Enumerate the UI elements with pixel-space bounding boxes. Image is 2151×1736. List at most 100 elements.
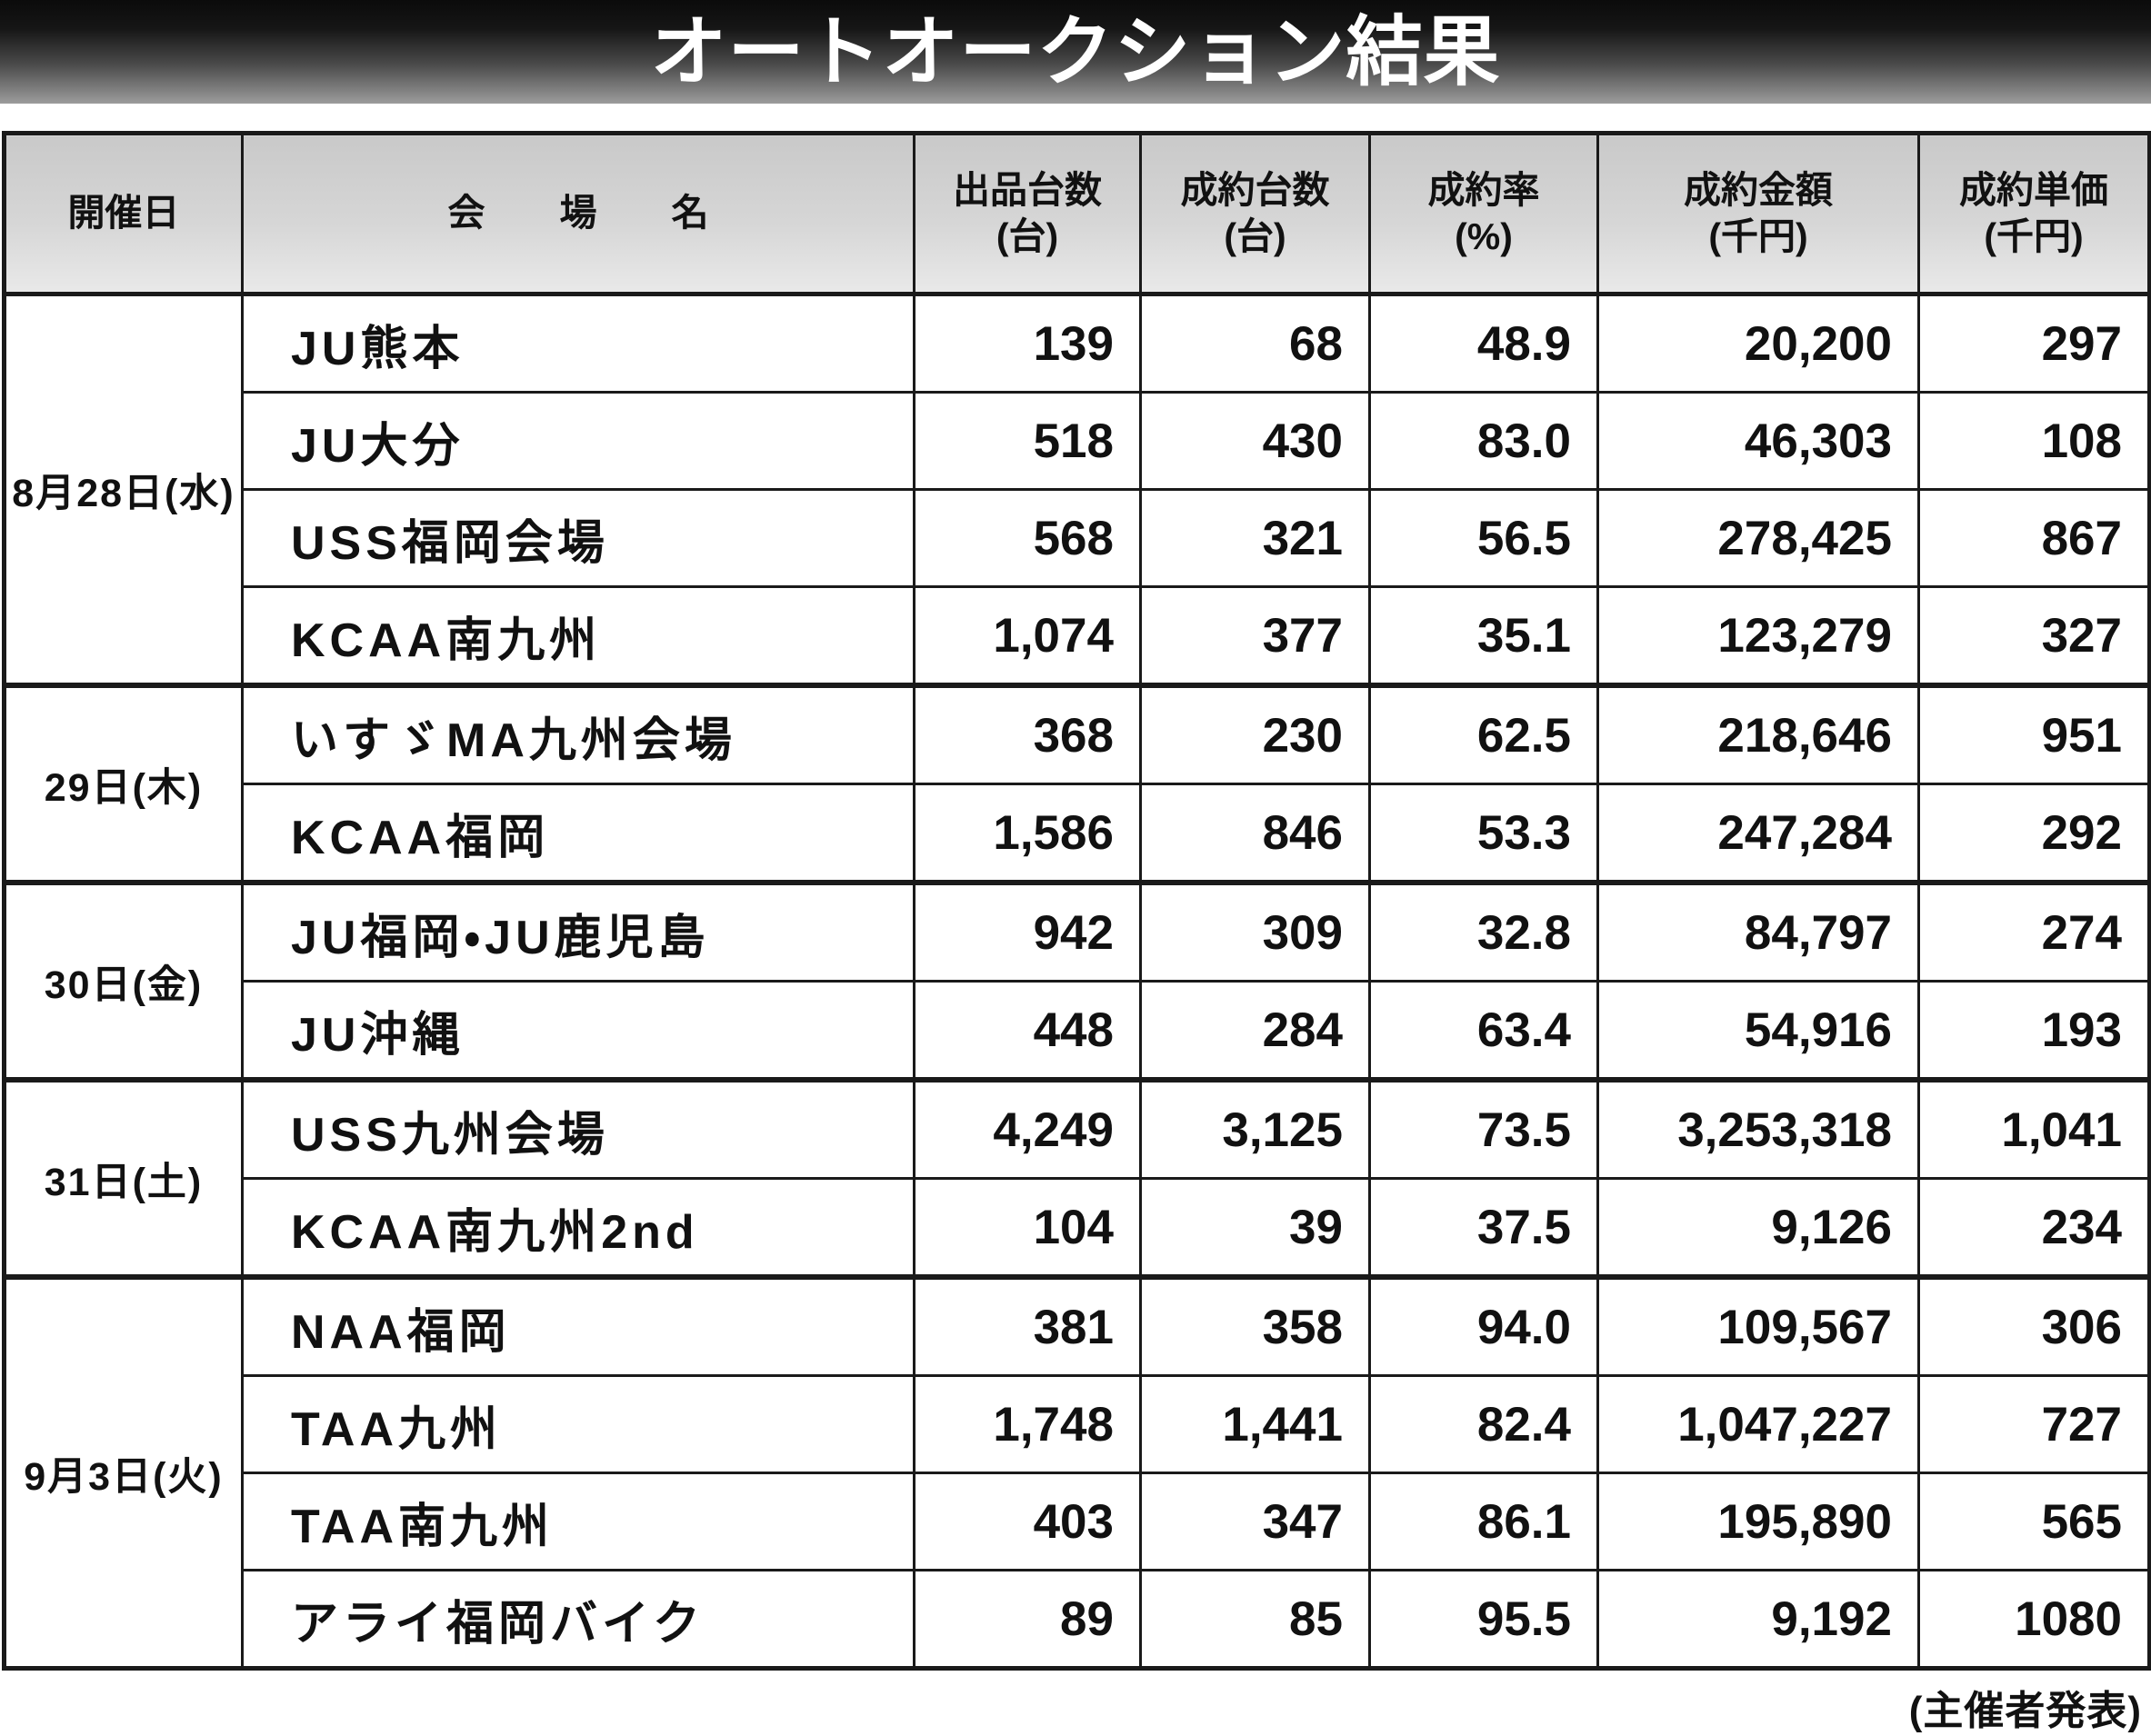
- date-cell: 30日(金): [3, 880, 244, 1082]
- col-header-date-label: 開催日: [67, 192, 180, 234]
- venue-cell: TAA南九州: [241, 1472, 915, 1571]
- sold-count-cell: 85: [1139, 1569, 1371, 1670]
- col-header-unit-price-label: 成約単価: [1959, 168, 2108, 211]
- unit-price-cell: 727: [1917, 1374, 2151, 1474]
- col-header-date: 開催日: [3, 132, 244, 296]
- col-header-listed-label: 出品台数: [953, 168, 1102, 211]
- table-row: 29日(木) いすゞMA九州会場 368 230 62.5 218,646 95…: [3, 683, 2151, 884]
- sale-rate-cell: 62.5: [1368, 683, 1599, 785]
- sale-amount-cell: 3,253,318: [1596, 1077, 1920, 1180]
- sold-count-cell: 39: [1139, 1177, 1371, 1279]
- listed-count-cell: 1,748: [913, 1374, 1142, 1474]
- source-note: (主催者発表): [1908, 1689, 2142, 1733]
- table-row: KCAA南九州2nd 104 39 37.5 9,126 234: [5, 1177, 2151, 1279]
- venue-cell: USS福岡会場: [241, 488, 915, 588]
- sale-amount-cell: 218,646: [1596, 683, 1920, 785]
- date-cell: 29日(木): [3, 683, 244, 884]
- table-row: KCAA福岡 1,586 846 53.3 247,284 292: [5, 783, 2151, 884]
- page-title: オートオークション結果: [650, 9, 1501, 95]
- sale-amount-cell: 123,279: [1596, 585, 1920, 687]
- unit-price-cell: 193: [1917, 980, 2151, 1082]
- listed-count-cell: 448: [913, 980, 1142, 1082]
- col-header-sold-unit: (台): [1224, 215, 1286, 257]
- table-row: アライ福岡バイク 89 85 95.5 9,192 1080: [5, 1569, 2151, 1670]
- unit-price-cell: 327: [1917, 585, 2151, 687]
- table-row: 30日(金) JU福岡・JU鹿児島 942 309 32.8 84,797 27…: [3, 880, 2151, 1082]
- sale-amount-cell: 278,425: [1596, 488, 1920, 588]
- col-header-sale-amount: 成約金額 (千円): [1596, 132, 1920, 296]
- sale-amount-cell: 1,047,227: [1596, 1374, 1920, 1474]
- unit-price-cell: 565: [1917, 1472, 2151, 1571]
- unit-price-cell: 292: [1917, 783, 2151, 884]
- sale-rate-cell: 94.0: [1368, 1274, 1599, 1377]
- venue-cell: JU福岡・JU鹿児島: [241, 880, 915, 983]
- sold-count-cell: 358: [1139, 1274, 1371, 1377]
- listed-count-cell: 368: [913, 683, 1142, 785]
- listed-count-cell: 89: [913, 1569, 1142, 1670]
- unit-price-cell: 234: [1917, 1177, 2151, 1279]
- listed-count-cell: 1,074: [913, 585, 1142, 687]
- col-header-listed-count: 出品台数 (台): [913, 132, 1142, 296]
- sale-amount-cell: 20,200: [1596, 293, 1920, 394]
- sale-rate-cell: 63.4: [1368, 980, 1599, 1082]
- col-header-sold-count: 成約台数 (台): [1139, 132, 1371, 296]
- col-header-listed-unit: (台): [995, 215, 1059, 257]
- sale-rate-cell: 95.5: [1368, 1569, 1599, 1670]
- sold-count-cell: 430: [1139, 391, 1371, 491]
- sale-amount-cell: 9,126: [1596, 1177, 1920, 1279]
- sale-amount-cell: 195,890: [1596, 1472, 1920, 1571]
- col-header-venue: 会 場 名: [241, 132, 915, 296]
- listed-count-cell: 4,249: [913, 1077, 1142, 1180]
- venue-cell: TAA九州: [241, 1374, 915, 1474]
- unit-price-cell: 306: [1917, 1274, 2151, 1377]
- table-row: 8月28日(水) JU熊本 139 68 48.9 20,200 297: [3, 293, 2151, 687]
- sold-count-cell: 3,125: [1139, 1077, 1371, 1180]
- table-row: JU沖縄 448 284 63.4 54,916 193: [5, 980, 2151, 1082]
- col-header-unit-price-unit: (千円): [1984, 215, 2084, 257]
- sold-count-cell: 1,441: [1139, 1374, 1371, 1474]
- venue-cell: KCAA南九州2nd: [241, 1177, 915, 1279]
- table-row: 9月3日(火) NAA福岡 381 358 94.0 109,567 306: [3, 1274, 2151, 1670]
- sale-amount-cell: 46,303: [1596, 391, 1920, 491]
- col-header-rate-label: 成約率: [1427, 168, 1540, 211]
- sale-rate-cell: 56.5: [1368, 488, 1599, 588]
- date-cell: 31日(土): [3, 1077, 244, 1279]
- sale-amount-cell: 9,192: [1596, 1569, 1920, 1670]
- venue-cell: KCAA南九州: [241, 585, 915, 687]
- unit-price-cell: 108: [1917, 391, 2151, 491]
- listed-count-cell: 568: [913, 488, 1142, 588]
- venue-cell: JU大分: [241, 391, 915, 491]
- venue-cell: USS九州会場: [241, 1077, 915, 1180]
- results-table-section: 開催日 会 場 名 出品台数 (台) 成約台数 (台) 成約率 (%) 成約金額…: [2, 131, 2151, 1671]
- sale-rate-cell: 83.0: [1368, 391, 1599, 491]
- sale-rate-cell: 48.9: [1368, 293, 1599, 394]
- table-row: JU大分 518 430 83.0 46,303 108: [5, 391, 2151, 491]
- table-row: 31日(土) USS九州会場 4,249 3,125 73.5 3,253,31…: [3, 1077, 2151, 1279]
- unit-price-cell: 1,041: [1917, 1077, 2151, 1180]
- sale-rate-cell: 73.5: [1368, 1077, 1599, 1180]
- sold-count-cell: 230: [1139, 683, 1371, 785]
- sale-rate-cell: 82.4: [1368, 1374, 1599, 1474]
- venue-cell: アライ福岡バイク: [241, 1569, 915, 1670]
- sale-rate-cell: 53.3: [1368, 783, 1599, 884]
- col-header-venue-label: 会 場 名: [447, 192, 709, 234]
- sale-amount-cell: 84,797: [1596, 880, 1920, 983]
- col-header-sale-rate: 成約率 (%): [1368, 132, 1599, 296]
- listed-count-cell: 518: [913, 391, 1142, 491]
- unit-price-cell: 1080: [1917, 1569, 2151, 1670]
- sale-rate-cell: 35.1: [1368, 585, 1599, 687]
- listed-count-cell: 1,586: [913, 783, 1142, 884]
- sale-rate-cell: 37.5: [1368, 1177, 1599, 1279]
- venue-cell: いすゞMA九州会場: [241, 683, 915, 785]
- unit-price-cell: 951: [1917, 683, 2151, 785]
- venue-cell: JU熊本: [241, 293, 915, 394]
- sale-amount-cell: 54,916: [1596, 980, 1920, 1082]
- sale-rate-cell: 86.1: [1368, 1472, 1599, 1571]
- unit-price-cell: 297: [1917, 293, 2151, 394]
- col-header-amount-label: 成約金額: [1684, 168, 1833, 211]
- unit-price-cell: 867: [1917, 488, 2151, 588]
- date-cell: 9月3日(火): [3, 1274, 244, 1670]
- venue-cell: KCAA福岡: [241, 783, 915, 884]
- sold-count-cell: 68: [1139, 293, 1371, 394]
- table-row: USS福岡会場 568 321 56.5 278,425 867: [5, 488, 2151, 588]
